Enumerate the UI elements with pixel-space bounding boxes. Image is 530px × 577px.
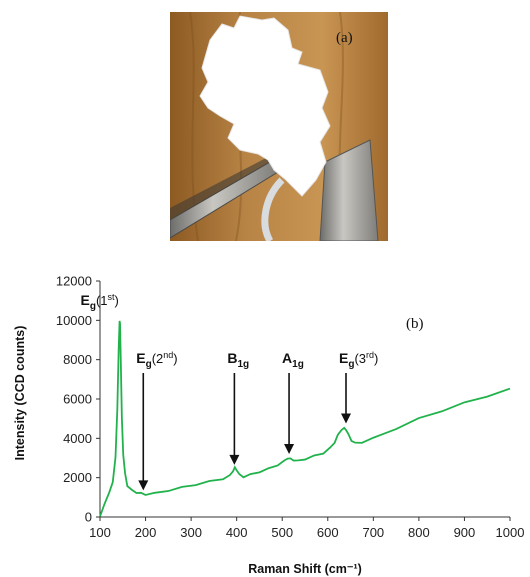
y-tick-label: 10000 bbox=[56, 313, 92, 328]
chart-axes bbox=[96, 280, 511, 521]
annotation-label: A1g bbox=[282, 350, 304, 370]
annotation-arrow-head bbox=[341, 413, 351, 424]
raman-spectrum-line bbox=[99, 320, 511, 517]
photo-panel-label: (a) bbox=[336, 30, 353, 46]
x-tick-label: 900 bbox=[454, 525, 476, 540]
scissor-blade bbox=[319, 139, 379, 241]
peak-annotation: A1g bbox=[282, 350, 304, 454]
y-tick-labels: 0 2000 4000 6000 8000 10000 12000 bbox=[56, 274, 92, 525]
y-tick-label: 4000 bbox=[63, 431, 92, 446]
peak-annotation: Eg(1st) bbox=[81, 292, 119, 312]
x-tick-label: 700 bbox=[362, 525, 384, 540]
annotation-arrow-head bbox=[229, 454, 240, 465]
annotation-label: B1g bbox=[227, 350, 249, 370]
annotation-arrow-head bbox=[138, 480, 149, 491]
y-tick-label: 2000 bbox=[63, 470, 92, 485]
x-tick-label: 400 bbox=[226, 525, 248, 540]
sample-photo: (a) bbox=[170, 12, 388, 241]
peak-annotations: Eg(1st) Eg(2nd) B1g A1g Eg(3rd) bbox=[81, 292, 378, 491]
raman-chart: 0 2000 4000 6000 8000 10000 12000 100 200 300 400… bbox=[13, 274, 524, 577]
tweezer-shadow bbox=[170, 158, 270, 220]
x-tick-label: 500 bbox=[271, 525, 293, 540]
x-tick-label: 1000 bbox=[496, 525, 525, 540]
metal-ring bbox=[261, 177, 285, 241]
x-tick-labels: 100 200 300 400 500 600 700 800 900 1000 bbox=[89, 525, 524, 540]
chart-panel-label: (b) bbox=[406, 316, 424, 332]
y-tick-label: 6000 bbox=[63, 392, 92, 407]
x-tick-label: 100 bbox=[89, 525, 111, 540]
flake-sample bbox=[199, 15, 331, 197]
y-axis-title: Intensity (CCD counts) bbox=[13, 326, 27, 461]
y-tick-label: 0 bbox=[85, 510, 92, 525]
y-tick-label: 12000 bbox=[56, 274, 92, 289]
x-tick-label: 600 bbox=[317, 525, 339, 540]
peak-annotation: Eg(3rd) bbox=[339, 350, 378, 424]
peak-annotation: Eg(2nd) bbox=[136, 350, 178, 491]
annotation-arrow-head bbox=[284, 444, 295, 454]
annotation-label: Eg(1st) bbox=[81, 292, 119, 312]
x-axis-title: Raman Shift (cm⁻¹) bbox=[248, 562, 362, 576]
peak-annotation: B1g bbox=[227, 350, 249, 465]
annotation-label: Eg(3rd) bbox=[339, 350, 378, 370]
y-tick-label: 8000 bbox=[63, 352, 92, 367]
x-tick-label: 200 bbox=[135, 525, 157, 540]
x-tick-label: 300 bbox=[180, 525, 202, 540]
x-tick-label: 800 bbox=[408, 525, 430, 540]
annotation-label: Eg(2nd) bbox=[136, 350, 177, 370]
